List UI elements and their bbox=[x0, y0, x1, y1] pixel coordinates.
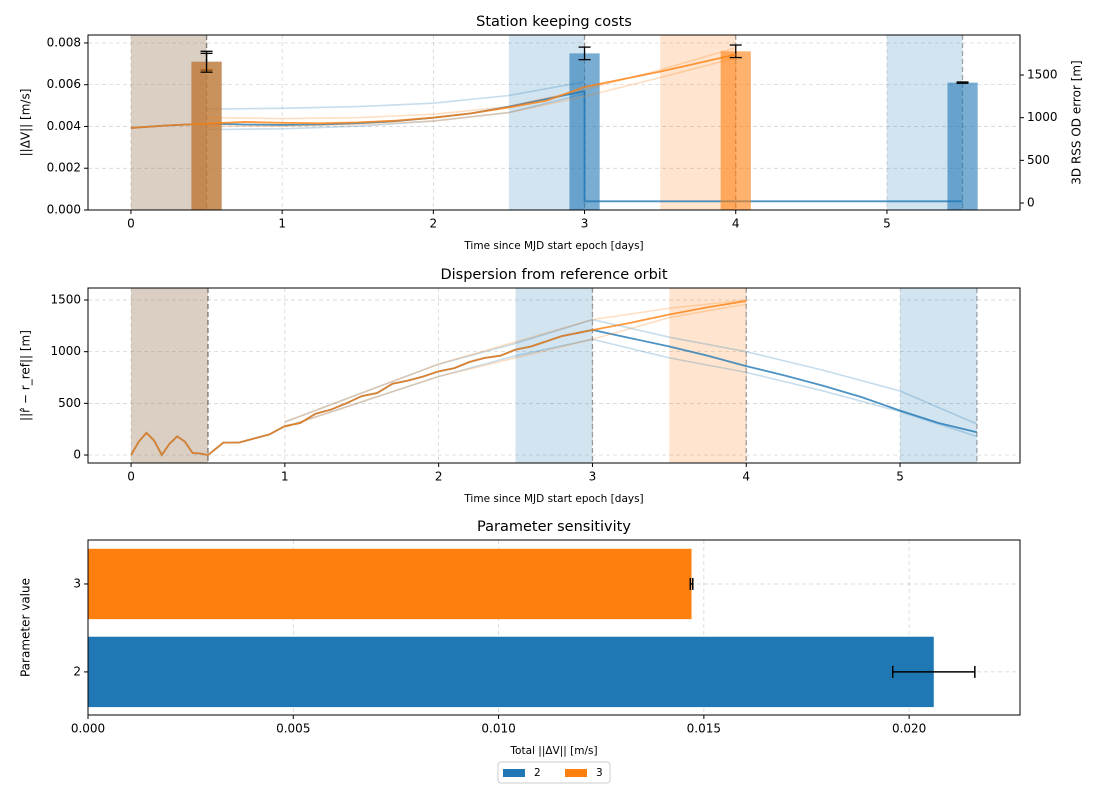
chart-title: Station keeping costs bbox=[476, 14, 632, 30]
od-line bbox=[130, 53, 736, 129]
y-tick-label: 0.000 bbox=[47, 203, 81, 217]
x-tick-label: 0.015 bbox=[687, 722, 721, 736]
x-tick-label: 0 bbox=[127, 217, 135, 231]
y-tick-label: 0.002 bbox=[47, 161, 81, 175]
x-tick-label: 4 bbox=[742, 470, 750, 484]
y-axis-label: ||r̂ − r_ref|| [m] bbox=[19, 330, 33, 421]
x-axis-label: Time since MJD start epoch [days] bbox=[463, 493, 643, 505]
legend-label: 2 bbox=[534, 767, 541, 779]
y2-tick-label: 1500 bbox=[1027, 68, 1058, 82]
y2-tick-label: 1000 bbox=[1027, 110, 1058, 124]
x-tick-label: 4 bbox=[732, 217, 740, 231]
x-tick-label: 5 bbox=[883, 217, 891, 231]
axes-frame bbox=[87, 34, 1021, 211]
y-tick-label: 500 bbox=[58, 396, 81, 410]
legend-swatch bbox=[565, 769, 587, 777]
od-band-line bbox=[206, 57, 736, 128]
y2-tick-label: 500 bbox=[1027, 153, 1050, 167]
od-band-line bbox=[206, 46, 736, 120]
bar bbox=[720, 51, 751, 210]
x-axis-label: Time since MJD start epoch [days] bbox=[463, 240, 643, 252]
x-tick-label: 0.020 bbox=[892, 722, 926, 736]
y-tick-label: 1500 bbox=[50, 292, 81, 306]
bar bbox=[88, 548, 692, 620]
y-axis-label: Parameter value bbox=[19, 578, 33, 677]
span bbox=[900, 288, 977, 463]
od-band-line bbox=[206, 81, 585, 110]
x-tick-label: 2 bbox=[430, 217, 438, 231]
band-line bbox=[284, 338, 978, 438]
x-tick-label: 5 bbox=[896, 470, 904, 484]
y-tick-label: 1000 bbox=[50, 344, 81, 358]
legend-frame bbox=[497, 761, 611, 784]
axes-frame bbox=[87, 539, 1021, 716]
axes-frame bbox=[87, 287, 1021, 464]
bar bbox=[88, 636, 934, 708]
x-tick-label: 0 bbox=[127, 470, 135, 484]
od-band-line bbox=[206, 93, 585, 131]
legend-swatch bbox=[503, 769, 525, 777]
bar bbox=[191, 61, 222, 210]
legend-label: 3 bbox=[596, 767, 603, 779]
y-tick-label: 2 bbox=[73, 664, 81, 678]
span bbox=[515, 288, 593, 463]
y2-axis-label: 3D RSS OD error [m] bbox=[1070, 60, 1084, 185]
y-tick-label: 3 bbox=[73, 576, 81, 590]
x-tick-label: 1 bbox=[281, 470, 289, 484]
y-tick-label: 0.008 bbox=[47, 35, 81, 49]
chart-title: Parameter sensitivity bbox=[477, 519, 631, 535]
span bbox=[131, 288, 208, 463]
line bbox=[130, 300, 747, 457]
x-tick-label: 2 bbox=[435, 470, 443, 484]
x-tick-label: 0.010 bbox=[481, 722, 515, 736]
bar bbox=[947, 82, 978, 210]
x-tick-label: 1 bbox=[278, 217, 286, 231]
band-line bbox=[284, 318, 978, 425]
y-tick-label: 0 bbox=[73, 448, 81, 462]
x-tick-label: 3 bbox=[581, 217, 589, 231]
y-axis-label: ||ΔV|| [m/s] bbox=[19, 89, 33, 157]
x-tick-label: 3 bbox=[589, 470, 597, 484]
y-tick-label: 0.004 bbox=[47, 119, 81, 133]
band-line bbox=[284, 303, 747, 428]
band-line bbox=[284, 299, 747, 423]
x-tick-label: 0.005 bbox=[276, 722, 310, 736]
span bbox=[131, 288, 208, 463]
x-axis-label: Total ||ΔV|| [m/s] bbox=[509, 745, 597, 757]
y-tick-label: 0.006 bbox=[47, 77, 81, 91]
span bbox=[669, 288, 747, 463]
y2-tick-label: 0 bbox=[1027, 196, 1035, 210]
chart-title: Dispersion from reference orbit bbox=[440, 267, 667, 283]
x-tick-label: 0.000 bbox=[71, 722, 105, 736]
